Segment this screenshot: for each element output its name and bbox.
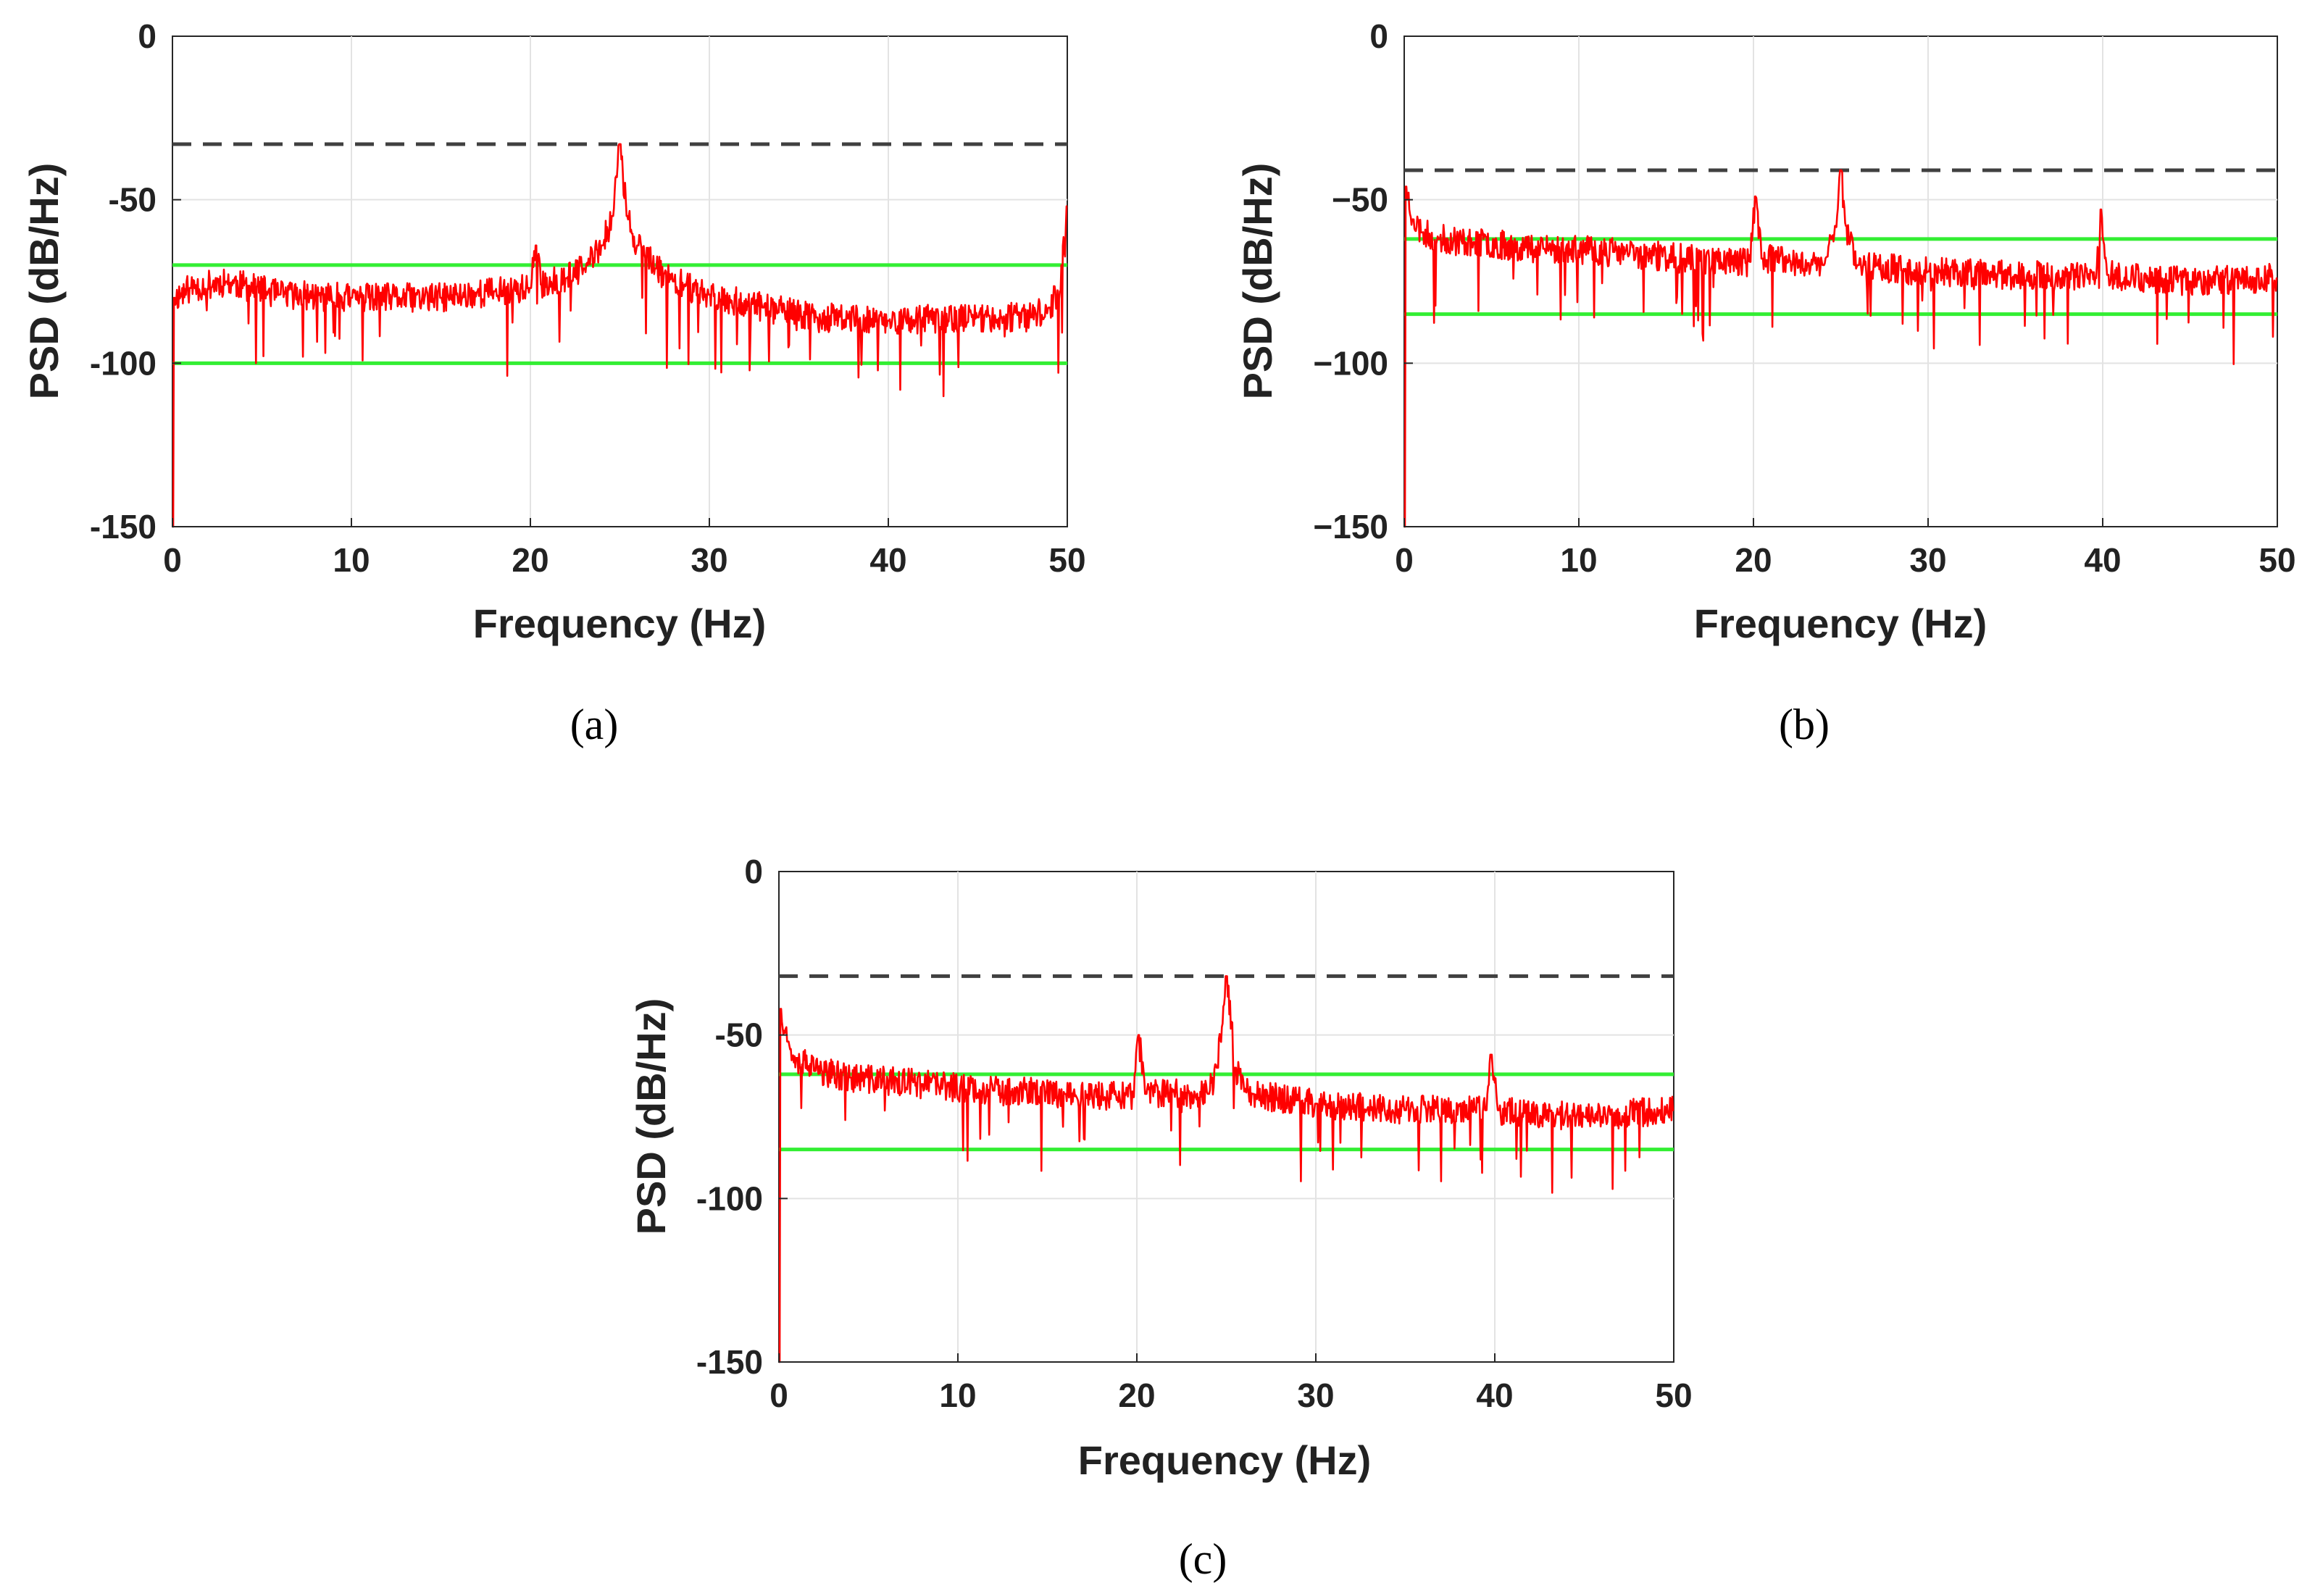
chart-a-ref-lines xyxy=(172,142,1067,365)
chart-b-y-tick-label-2: −100 xyxy=(1313,344,1388,382)
chart-b-caption: (b) xyxy=(1779,701,1830,748)
chart-b: 0 10 20 30 40 50 0−50−100−150 Frequency (Hz) … xyxy=(1235,17,2296,748)
chart-a-x-tick-label-20: 20 xyxy=(512,541,548,579)
chart-a-y-tick-label-2: -100 xyxy=(90,344,157,382)
chart-b-plot-area xyxy=(1403,35,2278,527)
chart-b-x-tick-label-10: 10 xyxy=(1560,541,1597,579)
chart-c-y-tick-label-0: 0 xyxy=(744,853,763,890)
chart-a-plot-area xyxy=(172,35,1068,527)
chart-b-y-tick-label-0: 0 xyxy=(1369,17,1388,55)
chart-a-y-tick-label-0: 0 xyxy=(138,17,157,55)
chart-a-series-psd-line xyxy=(172,143,1068,528)
chart-b-y-tick-label-1: −50 xyxy=(1332,181,1388,219)
chart-c-y-ticks: 0 -50 -100 -150 xyxy=(696,853,788,1381)
chart-b-x-tick-label-0: 0 xyxy=(1395,541,1414,579)
chart-c-x-tick-label-40: 40 xyxy=(1476,1376,1513,1414)
chart-c: 0 10 20 30 40 50 0-50-100-150 Frequency (Hz) … xyxy=(628,853,1693,1583)
chart-c-x-tick-label-50: 50 xyxy=(1655,1376,1692,1414)
chart-c-y-tick-label-1: -50 xyxy=(715,1016,763,1054)
chart-c-y-tick-label-2: -100 xyxy=(696,1179,763,1217)
chart-a-series xyxy=(172,143,1068,528)
chart-c-x-ticks: 0 10 20 30 40 50 xyxy=(769,1353,1693,1414)
chart-b-y-tick-label-3: −150 xyxy=(1313,508,1388,546)
chart-b-x-tick-label-40: 40 xyxy=(2084,541,2121,579)
chart-a-x-tick-label-40: 40 xyxy=(869,541,906,579)
chart-c-x-tick-label-0: 0 xyxy=(769,1376,788,1414)
chart-a-x-ticks: 0 10 20 30 40 50 xyxy=(163,518,1086,579)
chart-b-y-ticks: 0 −50 −100 −150 xyxy=(1313,17,1413,546)
chart-b-series xyxy=(1403,169,2278,528)
chart-c-y-axis-label: PSD (dB/Hz) xyxy=(628,998,674,1235)
chart-c-plot-area xyxy=(778,871,1674,1363)
chart-a-y-tick-label-1: -50 xyxy=(109,181,157,219)
chart-c-series-psd-line xyxy=(778,975,1674,1363)
chart-c-x-tick-label-30: 30 xyxy=(1297,1376,1334,1414)
chart-a-x-tick-label-0: 0 xyxy=(163,541,182,579)
chart-b-x-tick-label-30: 30 xyxy=(1909,541,1946,579)
chart-a-x-tick-label-30: 30 xyxy=(691,541,727,579)
chart-b-x-ticks: 0 10 20 30 40 50 xyxy=(1395,518,2296,579)
chart-a-x-tick-label-10: 10 xyxy=(333,541,370,579)
chart-c-x-tick-label-20: 20 xyxy=(1118,1376,1155,1414)
chart-c-grid xyxy=(779,872,1674,1362)
chart-b-y-axis-label: PSD (dB/Hz) xyxy=(1235,163,1280,400)
chart-a: 0 10 20 30 40 50 0-50-100-150 Frequency (Hz) … xyxy=(21,17,1086,748)
chart-c-series xyxy=(778,975,1674,1363)
chart-a-y-tick-label-3: -150 xyxy=(90,508,157,546)
chart-b-series-psd-line xyxy=(1403,169,2278,528)
chart-c-x-tick-label-10: 10 xyxy=(939,1376,976,1414)
chart-c-x-axis-label: Frequency (Hz) xyxy=(1078,1437,1372,1483)
chart-b-x-tick-label-20: 20 xyxy=(1735,541,1772,579)
chart-a-y-ticks: 0 -50 -100 -150 xyxy=(90,17,181,546)
chart-a-x-tick-label-50: 50 xyxy=(1048,541,1085,579)
chart-b-x-axis-label: Frequency (Hz) xyxy=(1694,601,1987,646)
chart-b-x-tick-label-50: 50 xyxy=(2258,541,2295,579)
chart-a-x-axis-label: Frequency (Hz) xyxy=(473,601,767,646)
chart-a-y-axis-label: PSD (dB/Hz) xyxy=(21,163,67,400)
chart-a-caption: (a) xyxy=(570,701,619,748)
chart-c-y-tick-label-3: -150 xyxy=(696,1343,763,1381)
chart-b-grid xyxy=(1404,36,2277,527)
chart-c-caption: (c) xyxy=(1179,1535,1227,1583)
